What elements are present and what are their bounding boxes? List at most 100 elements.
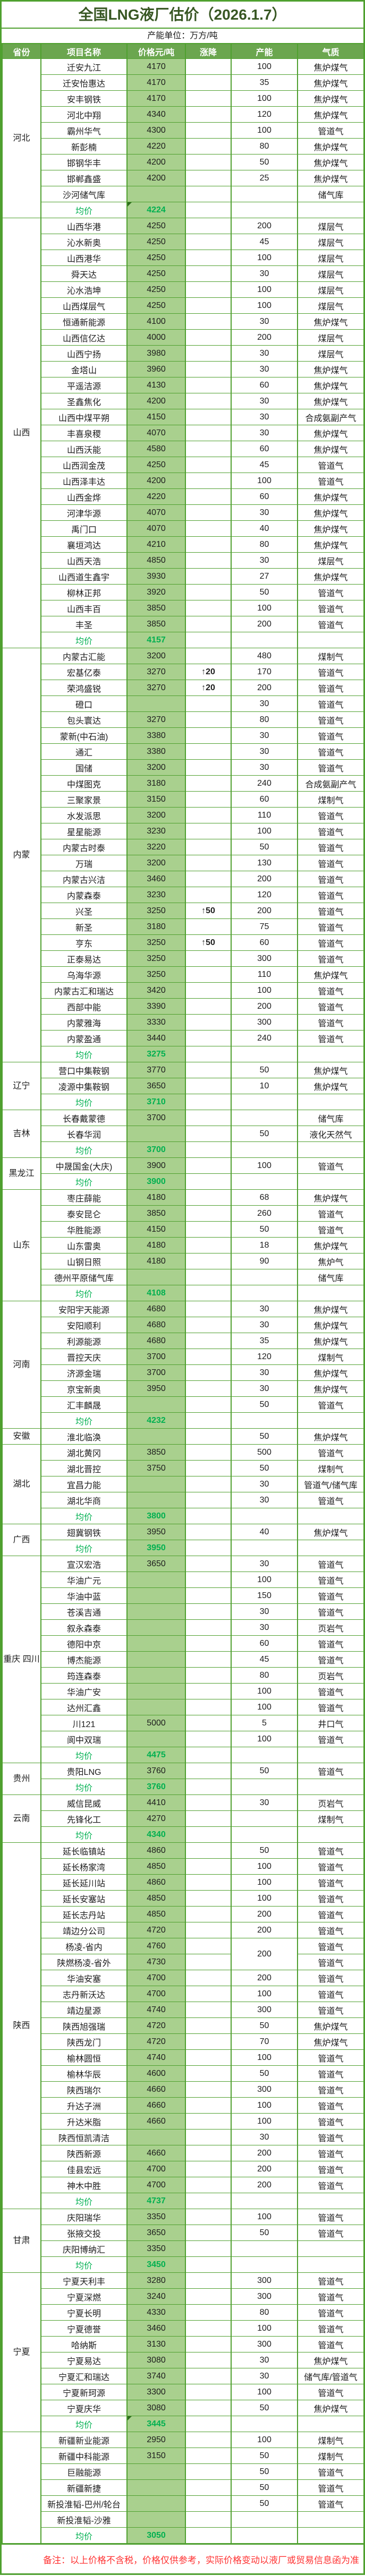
- average-row: 均价 3445: [2, 2416, 364, 2432]
- plant-name-cell: 宁夏天利丰: [40, 2272, 128, 2289]
- price-cell: 3080: [126, 2352, 186, 2368]
- change-cell: [185, 632, 232, 648]
- price-cell: 3900: [126, 1157, 186, 1174]
- plant-row: 新投淮韬-沙雅: [2, 2511, 364, 2528]
- plant-name-cell: 庆阳博纳汇: [40, 2240, 128, 2257]
- change-cell: [185, 90, 232, 107]
- plant-name-cell: 博杰能源: [40, 1651, 128, 1668]
- quality-cell: 煤制气: [297, 1810, 364, 1827]
- capacity-cell: 200: [231, 1970, 298, 1986]
- plant-row: 山东 枣庄薛能 4180 68 焦炉煤气: [2, 1189, 364, 1301]
- province-cell: 辽宁: [2, 1062, 41, 1110]
- average-row: 均价 3450: [2, 2256, 364, 2273]
- plant-name-cell: 山西天浩: [40, 552, 128, 569]
- capacity-cell: 30: [231, 727, 298, 744]
- capacity-cell: 30: [231, 265, 298, 282]
- change-cell: [185, 2336, 232, 2352]
- capacity-cell: [231, 1141, 298, 1158]
- capacity-cell: 35: [231, 1333, 298, 1349]
- change-cell: [185, 2113, 232, 2130]
- plant-name-cell: 靖边星源: [40, 2002, 128, 2018]
- plant-row: 迁安怡惠达 4170 35 焦炉煤气: [2, 74, 364, 91]
- plant-row: 长春华润 50 液化天然气: [2, 1126, 364, 1142]
- change-cell: [185, 1253, 232, 1269]
- price-cell: 4250: [126, 457, 186, 473]
- average-label-cell: 均价: [40, 1046, 128, 1062]
- capacity-cell: 30: [231, 1556, 298, 1572]
- quality-cell: 管道气: [297, 918, 364, 935]
- capacity-cell: 50: [231, 839, 298, 855]
- plant-name-cell: 营口中集鞍钢: [40, 1062, 128, 1078]
- price-cell: 4070: [126, 520, 186, 537]
- change-cell: [185, 2161, 232, 2177]
- capacity-cell: [231, 1826, 298, 1843]
- price-cell: 3960: [126, 361, 186, 377]
- quality-cell: [297, 2240, 364, 2257]
- quality-cell: 管道气: [297, 2002, 364, 2018]
- plant-name-cell: 沁水新奥: [40, 234, 128, 250]
- capacity-cell: 45: [231, 457, 298, 473]
- plant-name-cell: 筠连森泰: [40, 1667, 128, 1684]
- plant-name-cell: 西部中能: [40, 998, 128, 1015]
- price-cell: 3350: [126, 2240, 186, 2257]
- plant-row: 陕西新源 4660 200 管道气: [2, 2145, 364, 2161]
- quality-cell: 管道气: [297, 950, 364, 967]
- quality-cell: 管道气: [297, 457, 364, 473]
- average-row: 均价 4232: [2, 1412, 364, 1429]
- plant-name-cell: 沁水浩坤: [40, 281, 128, 298]
- plant-row: 国储 3200 30 管道气: [2, 759, 364, 776]
- capacity-cell: 100: [231, 1683, 298, 1699]
- quality-cell: 煤层气: [297, 218, 364, 234]
- price-cell: 4600: [126, 2065, 186, 2082]
- price-cell: 3980: [126, 345, 186, 362]
- price-cell: 3700: [126, 1349, 186, 1365]
- price-cell: 4475: [126, 1747, 186, 1763]
- province-cell: 贵州: [2, 1763, 41, 1795]
- plant-name-cell: 圣鑫焦化: [40, 393, 128, 409]
- price-cell: [126, 1476, 186, 1492]
- price-cell: 3445: [126, 2416, 186, 2432]
- quality-cell: 焦炉煤气: [297, 1301, 364, 1317]
- change-cell: [185, 154, 232, 170]
- capacity-cell: 200: [231, 329, 298, 346]
- change-cell: [185, 345, 232, 362]
- plant-name-cell: 山西港华: [40, 250, 128, 266]
- change-cell: ↑50: [185, 903, 232, 919]
- change-cell: [185, 1763, 232, 1779]
- capacity-cell: 50: [231, 2225, 298, 2241]
- capacity-cell: 30: [231, 393, 298, 409]
- quality-cell: 焦炉煤气: [297, 1062, 364, 1078]
- price-cell: [126, 1603, 186, 1620]
- plant-name-cell: 霸州华气: [40, 122, 128, 139]
- average-row: 均价 3275: [2, 1046, 364, 1062]
- quality-cell: 管道气: [297, 2320, 364, 2337]
- quality-cell: 管道气: [297, 1396, 364, 1413]
- plant-name-cell: 汇丰麟晟: [40, 1396, 128, 1413]
- capacity-cell: 60: [231, 377, 298, 393]
- quality-cell: 焦炉煤气: [297, 2400, 364, 2416]
- capacity-cell: 30: [231, 1476, 298, 1492]
- price-cell: 4660: [126, 2145, 186, 2161]
- change-cell: [185, 281, 232, 298]
- average-row: 均价 4157: [2, 632, 364, 648]
- plant-name-cell: 凌源中集鞍钢: [40, 1078, 128, 1094]
- average-label-cell: 均价: [40, 202, 128, 218]
- price-cell: 3180: [126, 918, 186, 935]
- plant-row: 筠连森泰 80 页岩气: [2, 1667, 364, 1684]
- plant-row: 叙永森泰 30 页岩气: [2, 1619, 364, 1636]
- plant-row: 陕西 延长临镇站 4860 50 管道气: [2, 1842, 364, 2209]
- quality-cell: 管道气: [297, 616, 364, 632]
- price-cell: 3460: [126, 2320, 186, 2337]
- plant-name-cell: 志丹新沃达: [40, 1986, 128, 2002]
- plant-name-cell: 山西华港: [40, 218, 128, 234]
- quality-cell: 管道气: [297, 2225, 364, 2241]
- average-label-cell: 均价: [40, 1747, 128, 1763]
- capacity-cell: 30: [231, 1794, 298, 1811]
- plant-row: 新疆新业能源 2950 100 煤制气: [2, 2432, 364, 2544]
- average-label-cell: 均价: [40, 2256, 128, 2273]
- province-cell: 吉林: [2, 1110, 41, 1158]
- plant-name-cell: 荣鸿盛锐: [40, 680, 128, 696]
- change-cell: [185, 2065, 232, 2082]
- quality-cell: 管道气: [297, 2304, 364, 2321]
- price-cell: 3180: [126, 775, 186, 792]
